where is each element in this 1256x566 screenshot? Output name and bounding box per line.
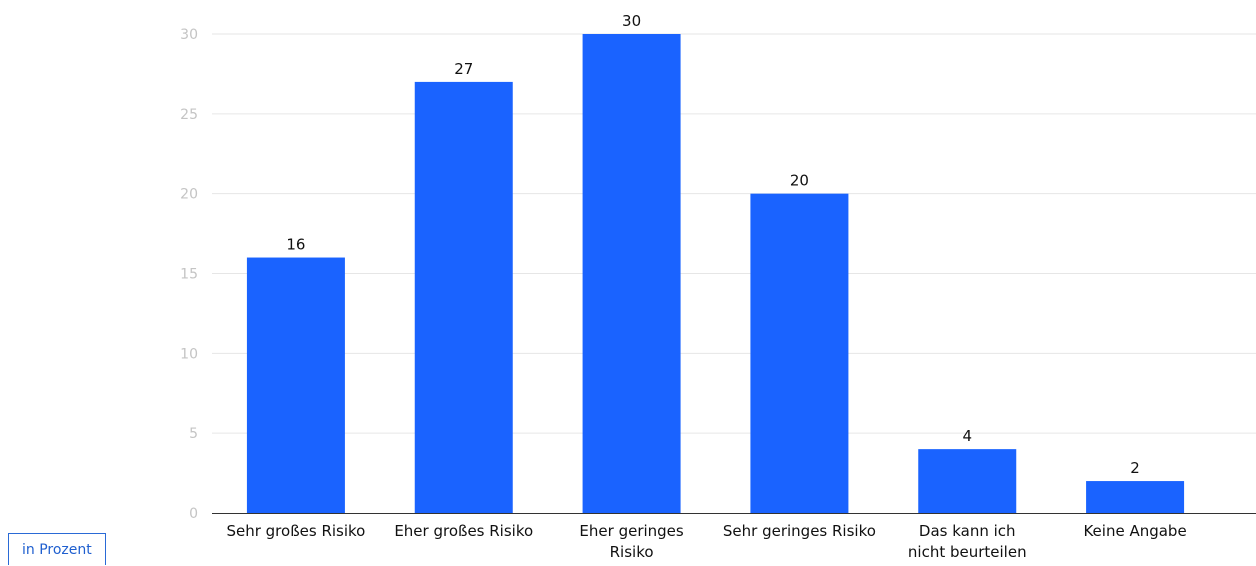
data-label: 20 <box>790 172 809 190</box>
y-tick-label: 5 <box>189 426 198 442</box>
unit-badge[interactable]: in Prozent <box>8 533 106 565</box>
data-label: 4 <box>962 427 972 445</box>
x-tick-label: Eher geringes Risiko <box>579 522 683 561</box>
y-tick-label: 30 <box>180 27 198 43</box>
y-tick-label: 0 <box>189 506 198 522</box>
data-label: 27 <box>454 60 473 78</box>
bar[interactable] <box>750 193 849 513</box>
y-tick-label: 15 <box>180 267 198 283</box>
x-tick-label: Das kann ich nicht beurteilen <box>908 522 1027 561</box>
y-tick-label: 10 <box>180 346 198 362</box>
x-tick-label: Keine Angabe <box>1083 522 1186 540</box>
grid-lines <box>212 33 1256 434</box>
bar[interactable] <box>414 81 513 514</box>
bar[interactable] <box>246 257 345 513</box>
y-tick-label: 20 <box>180 187 198 203</box>
bar[interactable] <box>1086 481 1185 513</box>
y-axis-ticks: 0 5 10 15 20 25 30 <box>180 27 198 522</box>
data-label: 16 <box>286 236 305 254</box>
data-labels: 16 27 30 20 4 2 <box>286 12 1139 477</box>
x-tick-label: Eher großes Risiko <box>394 522 533 540</box>
x-tick-label: Sehr geringes Risiko <box>723 522 876 540</box>
x-axis-ticks: Sehr großes Risiko Eher großes Risiko Eher… <box>226 522 1186 561</box>
bar[interactable] <box>582 34 681 513</box>
y-tick-label: 25 <box>180 107 198 123</box>
x-tick-label: Sehr großes Risiko <box>226 522 365 540</box>
bar[interactable] <box>918 449 1017 513</box>
bars <box>246 34 1185 514</box>
data-label: 30 <box>622 12 641 30</box>
data-label: 2 <box>1130 459 1140 477</box>
